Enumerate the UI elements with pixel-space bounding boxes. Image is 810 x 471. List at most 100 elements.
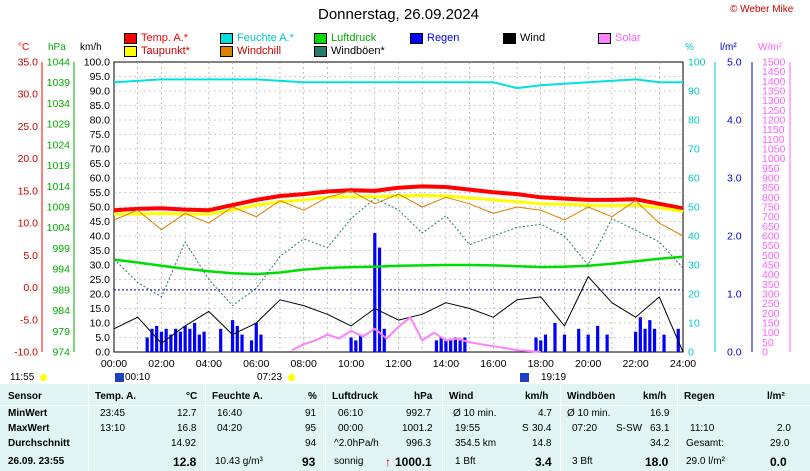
legend-item-feuchte: Feuchte A.* (220, 32, 294, 44)
pressure-tick-label: 1009 (47, 202, 71, 214)
temp-current: 12.8 (173, 455, 197, 469)
wind-current: 3.4 (535, 455, 552, 469)
rain-bar (596, 325, 600, 352)
rain-bar (150, 328, 154, 352)
axis-unit-solar: W/m² (758, 42, 782, 53)
rain-bar (605, 334, 609, 352)
luftdruck-max-time: 00:00 (338, 423, 364, 434)
solar-tick-label: 50 (762, 337, 774, 349)
wind-tick-label: 60.0 (90, 173, 111, 185)
wind-tick-label: 75.0 (90, 129, 111, 141)
legend-item-temp: Temp. A.* (124, 32, 188, 44)
rain-bar (633, 331, 638, 352)
wind-tick-label: 40.0 (90, 231, 111, 243)
event-time-sunset: 19:19 (541, 372, 567, 383)
regen-max: 2.0 (777, 423, 791, 434)
wind-max-time: 19:55 (455, 423, 481, 434)
solar-tick-label: 1400 (762, 76, 786, 88)
temp-max-time: 13:10 (100, 423, 126, 434)
rain-bar (259, 334, 263, 352)
wind-avg: 14.8 (532, 438, 552, 449)
pressure-tick-label: 989 (52, 284, 70, 296)
temp-tick-label: 25.0 (18, 121, 39, 133)
series-line (113, 190, 684, 237)
feuchte-current: 93 (302, 455, 316, 469)
luftdruck-min: 992.7 (406, 408, 432, 419)
col-divider (560, 384, 561, 471)
wind-tick-label: 85.0 (90, 100, 111, 112)
legend-label-regen: Regen (427, 32, 460, 44)
rain-tick-label: 2.0 (727, 231, 742, 243)
pressure-trend-arrow-icon: ↑ (385, 455, 391, 469)
pressure-tick-label: 1004 (47, 222, 71, 234)
col-divider (325, 384, 326, 471)
legend-swatch-feuchte (220, 32, 233, 44)
series-line (113, 184, 684, 213)
pressure-tick-label: 1044 (47, 57, 71, 69)
humidity-tick-label: 20 (688, 289, 700, 301)
wind-tick-label: 25.0 (90, 274, 111, 286)
rain-bar (193, 323, 197, 352)
wind-tick-label: 0.0 (95, 347, 110, 359)
feuchte-avg: 94 (305, 438, 317, 449)
legend-swatch-windboeen (314, 45, 327, 57)
series-line (113, 78, 683, 90)
header-windboeen: Windböen (567, 391, 616, 402)
x-tick-label: 06:00 (243, 358, 269, 370)
rain-bar (553, 323, 557, 352)
solar-tick-label: 750 (762, 202, 780, 214)
legend-swatch-luftdruck (314, 32, 327, 44)
row-label-min: MinWert (8, 408, 48, 419)
pressure-tick-label: 1039 (47, 77, 71, 89)
header-luftdruck-unit: hPa (414, 391, 433, 402)
legend-swatch-solar (598, 32, 611, 44)
solar-tick-label: 350 (762, 279, 780, 291)
rain-bar (169, 334, 173, 352)
humidity-tick-label: 30 (688, 260, 700, 272)
col-divider (88, 384, 89, 471)
stats-panel (0, 384, 810, 471)
luftdruck-trend: ^2.0hPa/h (334, 438, 379, 449)
temp-tick-label: 30.0 (18, 89, 39, 101)
solar-tick-label: 250 (762, 298, 780, 310)
temp-tick-label: 20.0 (18, 153, 39, 165)
event-time-1155: 11:55 (10, 372, 35, 383)
wind-distance: 354.5 km (455, 438, 497, 449)
sun-icon (40, 374, 47, 381)
series-line (113, 276, 684, 353)
rain-bar (183, 325, 187, 352)
regen-current-rate: 29.0 l/m² (686, 456, 725, 467)
x-tick-label: 12:00 (385, 358, 411, 370)
rain-bar (377, 247, 382, 352)
solar-tick-label: 1050 (762, 144, 786, 156)
feuchte-min: 91 (305, 408, 317, 419)
temp-min: 12.7 (177, 408, 197, 419)
series-lines (113, 78, 684, 353)
temp-tick-label: 5.0 (23, 250, 38, 262)
axis-unit-wind: km/h (80, 42, 102, 53)
x-tick-label: 18:00 (528, 358, 554, 370)
rain-bar (577, 328, 581, 352)
humidity-tick-label: 100 (688, 57, 706, 69)
rain-bar (586, 334, 590, 352)
header-sensor: Sensor (8, 391, 42, 402)
rain-bars (145, 233, 680, 352)
pressure-tick-label: 1034 (47, 98, 71, 110)
moon-icon (115, 373, 124, 382)
temp-max: 16.8 (177, 423, 197, 434)
weather-chart: 35.0 30.0 25.0 20.0 15.0 10.0 5.0 0.0 -5.0 -10.0 1… (14, 57, 791, 370)
axis-unit-pressure: hPa (48, 42, 66, 53)
rain-bar (562, 334, 567, 352)
legend-label-luftdruck: Luftdruck (331, 32, 377, 44)
legend-swatch-taupunkt (124, 45, 137, 57)
legend-item-wind: Wind (503, 32, 545, 44)
humidity-tick-label: 90 (688, 86, 700, 98)
col-divider (677, 384, 678, 471)
rain-bar (648, 320, 652, 352)
pressure-tick-label: 994 (52, 264, 70, 276)
wind-tick-label: 80.0 (90, 115, 111, 127)
wind-tick-label: 10.0 (90, 318, 111, 330)
solar-tick-label: 950 (762, 163, 780, 175)
solar-tick-label: 1200 (762, 115, 786, 127)
temp-tick-label: 15.0 (18, 185, 39, 197)
